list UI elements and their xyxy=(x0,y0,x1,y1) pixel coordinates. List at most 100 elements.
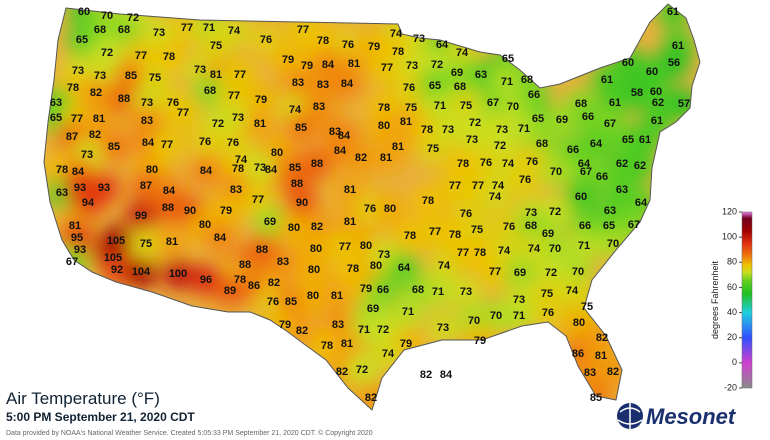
station-temp: 79 xyxy=(368,41,380,53)
station-temp: 57 xyxy=(678,98,690,110)
station-temp: 86 xyxy=(248,280,260,292)
station-temp: 77 xyxy=(228,90,240,102)
station-temp: 75 xyxy=(427,143,439,155)
station-temp: 82 xyxy=(296,325,308,337)
station-temp: 61 xyxy=(651,115,663,127)
station-temp: 81 xyxy=(254,118,266,130)
station-temp: 76 xyxy=(403,82,415,94)
station-temp: 62 xyxy=(652,97,664,109)
temperature-blob xyxy=(563,307,595,339)
station-temp: 78 xyxy=(449,229,461,241)
station-temp: 73 xyxy=(378,249,390,261)
station-temp: 73 xyxy=(72,65,84,77)
station-temp: 73 xyxy=(413,33,425,45)
station-temp: 77 xyxy=(297,24,309,36)
station-temp: 78 xyxy=(347,263,359,275)
temperature-blob xyxy=(143,17,175,49)
station-temp: 74 xyxy=(566,285,579,297)
station-temp: 77 xyxy=(234,69,246,81)
station-temp: 81 xyxy=(341,338,353,350)
station-temp: 70 xyxy=(549,243,561,255)
station-temp: 76 xyxy=(503,221,515,233)
station-temp: 60 xyxy=(650,86,662,98)
station-temp: 82 xyxy=(336,366,348,378)
temperature-blob xyxy=(130,228,162,260)
station-temp: 83 xyxy=(317,79,329,91)
temperature-blob xyxy=(278,212,310,244)
station-temp: 78 xyxy=(392,46,404,58)
station-temp: 68 xyxy=(536,138,548,150)
colorbar-tick-label: 100 xyxy=(722,232,737,242)
temperature-blob xyxy=(189,126,221,158)
temperature-blob xyxy=(285,112,317,144)
temperature-blob xyxy=(371,52,403,84)
logo-text: Mesonet xyxy=(646,404,737,429)
station-temp: 73 xyxy=(254,162,266,174)
station-temp: 72 xyxy=(212,118,224,130)
temperature-blob xyxy=(439,170,471,202)
station-temp: 88 xyxy=(162,202,174,214)
station-temp: 70 xyxy=(550,166,562,178)
station-temp: 75 xyxy=(210,40,222,52)
station-temp: 77 xyxy=(135,50,147,62)
temperature-blob xyxy=(298,254,330,286)
temperature-blob xyxy=(624,150,656,182)
station-temp: 65 xyxy=(532,113,544,125)
station-temp: 80 xyxy=(146,164,158,176)
temperature-blob xyxy=(125,200,157,232)
station-temp: 71 xyxy=(434,100,446,112)
station-temp: 73 xyxy=(232,112,244,124)
station-temp: 93 xyxy=(98,182,110,194)
station-temp: 63 xyxy=(604,205,616,217)
station-temp: 74 xyxy=(456,47,469,59)
temperature-blob xyxy=(214,275,246,307)
station-temp: 75 xyxy=(149,72,161,84)
colorbar-tick-label: 0 xyxy=(732,357,737,367)
station-temp: 60 xyxy=(575,191,587,203)
station-temp: 79 xyxy=(279,319,291,331)
station-temp: 75 xyxy=(541,288,553,300)
station-temp: 77 xyxy=(457,247,469,259)
title: Air Temperature (°F) xyxy=(6,389,160,408)
temperature-blob xyxy=(374,193,406,225)
station-temp: 65 xyxy=(429,80,441,92)
station-temp: 78 xyxy=(457,158,469,170)
temperature-blob xyxy=(167,97,199,129)
station-temp: 72 xyxy=(377,324,389,336)
station-temp: 74 xyxy=(382,348,395,360)
station-temp: 73 xyxy=(513,294,525,306)
station-temp: 73 xyxy=(94,70,106,82)
station-temp: 69 xyxy=(556,114,568,126)
station-temp: 74 xyxy=(498,245,511,257)
temperature-blob xyxy=(509,164,541,196)
station-temp: 65 xyxy=(603,220,615,232)
station-temp: 73 xyxy=(81,149,93,161)
temperature-blob xyxy=(334,174,366,206)
station-temp: 76 xyxy=(519,174,531,186)
colorbar-tick-label: 20 xyxy=(727,332,737,342)
temperature-blob xyxy=(504,257,536,289)
station-temp: 63 xyxy=(50,97,62,109)
station-temp: 58 xyxy=(631,87,643,99)
temperature-blob xyxy=(108,14,140,46)
station-temp: 76 xyxy=(167,97,179,109)
station-temp: 104 xyxy=(132,266,151,278)
temperature-blob xyxy=(254,206,286,238)
station-temp: 78 xyxy=(163,51,175,63)
temperature-blob xyxy=(479,256,511,288)
logo-lines xyxy=(617,403,643,429)
station-temp: 74 xyxy=(390,28,403,40)
temperature-blob xyxy=(80,77,112,109)
station-temp: 68 xyxy=(525,220,537,232)
station-temp: 84 xyxy=(341,78,354,90)
temperature-blob xyxy=(657,4,689,28)
station-temp: 78 xyxy=(421,124,433,136)
station-temp: 71 xyxy=(203,22,215,34)
station-temp: 61 xyxy=(672,40,684,52)
station-temp: 85 xyxy=(289,162,301,174)
station-temp: 80 xyxy=(360,240,372,252)
station-temp: 81 xyxy=(380,152,392,164)
station-temp: 78 xyxy=(232,163,244,175)
station-temp: 72 xyxy=(127,12,139,24)
